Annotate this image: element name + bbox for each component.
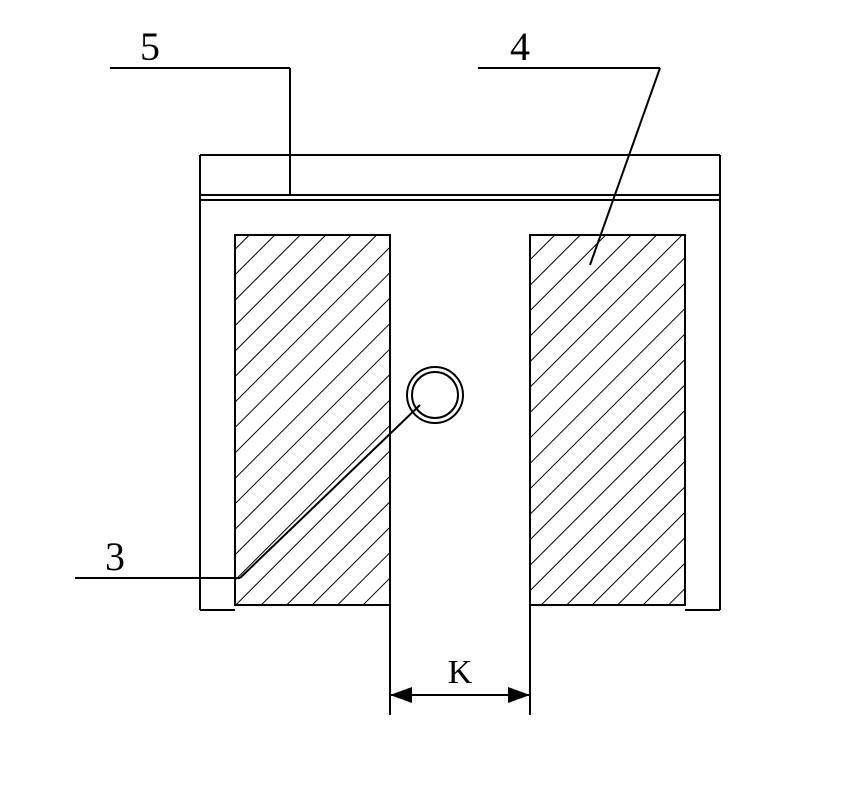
callout-5-label: 5 xyxy=(140,24,160,69)
dimension-k: K xyxy=(390,605,530,715)
hatched-block-right xyxy=(530,235,685,605)
dimension-k-label: K xyxy=(448,654,473,691)
callout-4: 4 xyxy=(478,24,660,265)
callout-4-label: 4 xyxy=(510,24,530,69)
hatched-block-left xyxy=(235,235,390,605)
callout-3-label: 3 xyxy=(105,534,125,579)
center-circle xyxy=(407,367,463,423)
